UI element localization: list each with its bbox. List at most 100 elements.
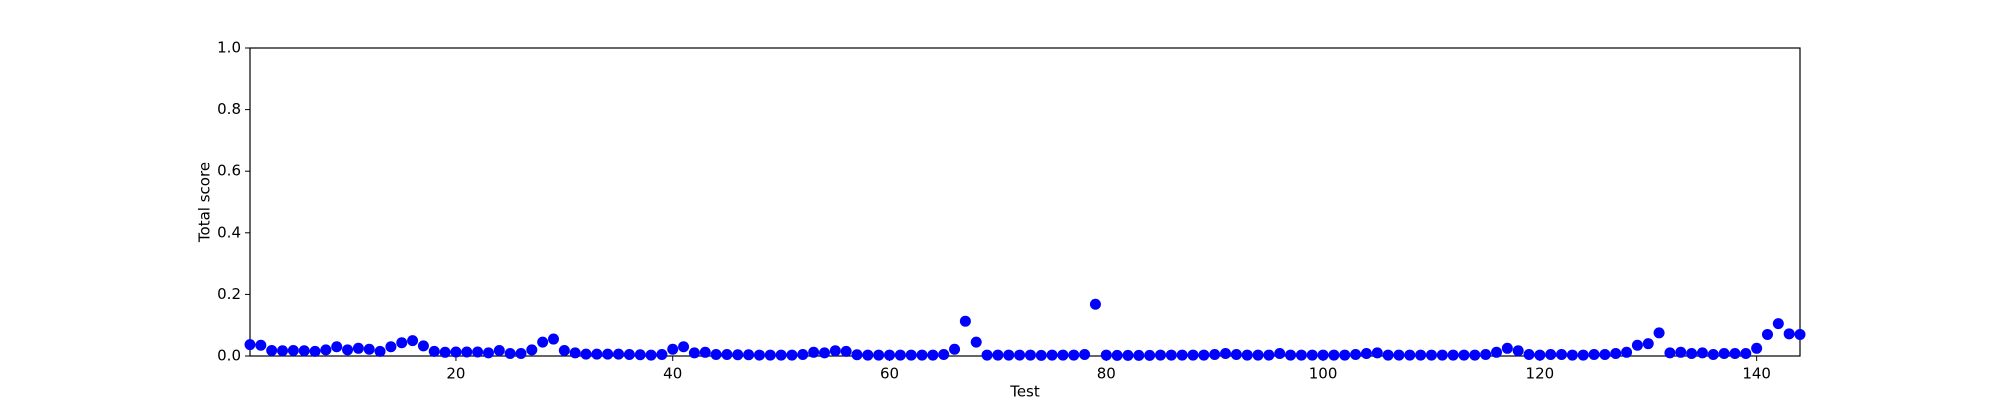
data-point: [1469, 349, 1481, 361]
data-point: [840, 345, 852, 357]
data-point: [1035, 349, 1047, 361]
data-point: [472, 346, 484, 358]
data-point: [775, 349, 787, 361]
data-point: [1480, 348, 1492, 360]
x-tick-label: 40: [663, 365, 682, 383]
data-point: [1458, 349, 1470, 361]
x-tick-label: 140: [1742, 365, 1771, 383]
x-tick-label: 100: [1309, 365, 1338, 383]
data-point: [1014, 349, 1026, 361]
data-point: [1198, 349, 1210, 361]
y-tick-label: 0.0: [217, 347, 241, 365]
data-point: [1631, 339, 1643, 351]
data-point: [1577, 349, 1589, 361]
data-point: [1252, 349, 1264, 361]
data-point: [309, 345, 321, 357]
data-point: [764, 349, 776, 361]
data-point: [1360, 348, 1372, 360]
data-point: [547, 333, 559, 345]
data-point: [1491, 346, 1503, 358]
data-point: [678, 341, 690, 353]
data-point: [1425, 349, 1437, 361]
x-tick-label: 20: [446, 365, 465, 383]
data-point: [515, 348, 527, 360]
data-point: [569, 347, 581, 359]
data-point: [1382, 349, 1394, 361]
data-point: [1274, 348, 1286, 360]
y-tick-label: 0.2: [217, 285, 241, 303]
data-point: [1642, 338, 1654, 350]
data-point: [1415, 349, 1427, 361]
data-point: [580, 348, 592, 360]
data-point: [1501, 342, 1513, 354]
data-point: [1339, 349, 1351, 361]
data-point: [396, 337, 408, 349]
data-point: [1122, 349, 1134, 361]
data-point: [938, 348, 950, 360]
data-point: [1111, 349, 1123, 361]
data-point: [721, 348, 733, 360]
data-point: [1350, 348, 1362, 360]
data-point: [1534, 349, 1546, 361]
data-point: [1653, 327, 1665, 339]
plot-frame: [249, 47, 1801, 357]
data-point: [699, 346, 711, 358]
y-tick-label: 0.8: [217, 100, 241, 118]
data-point: [1761, 328, 1773, 340]
data-point: [1328, 349, 1340, 361]
data-point: [1176, 349, 1188, 361]
data-point: [1794, 328, 1806, 340]
data-point: [873, 349, 885, 361]
data-point: [1729, 348, 1741, 360]
data-point: [851, 349, 863, 361]
data-point: [613, 348, 625, 360]
data-point: [450, 346, 462, 358]
data-point: [1751, 342, 1763, 354]
data-point: [1447, 349, 1459, 361]
data-point: [1024, 349, 1036, 361]
x-tick-label: 120: [1526, 365, 1555, 383]
data-point: [1588, 348, 1600, 360]
data-point: [1057, 349, 1069, 361]
y-tick-label: 1.0: [217, 39, 241, 57]
data-point: [981, 349, 993, 361]
data-point: [1393, 349, 1405, 361]
data-point: [623, 348, 635, 360]
data-point: [732, 349, 744, 361]
data-point: [1306, 349, 1318, 361]
data-point: [1740, 348, 1752, 360]
y-tick-label: 0.6: [217, 162, 241, 180]
data-point: [667, 343, 679, 355]
data-point: [645, 349, 657, 361]
data-point: [797, 348, 809, 360]
data-point: [959, 315, 971, 327]
data-point: [385, 341, 397, 353]
data-point: [1718, 348, 1730, 360]
data-point: [1144, 349, 1156, 361]
data-point: [1599, 348, 1611, 360]
y-axis-label: Total score: [196, 162, 214, 243]
data-point: [916, 349, 928, 361]
data-point: [602, 348, 614, 360]
data-point: [818, 347, 830, 359]
data-point: [374, 345, 386, 357]
data-point: [1436, 349, 1448, 361]
data-point: [884, 349, 896, 361]
data-point: [1545, 348, 1557, 360]
data-point: [1230, 348, 1242, 360]
data-point: [482, 347, 494, 359]
data-point: [363, 343, 375, 355]
x-tick-label: 60: [880, 365, 899, 383]
data-point: [1686, 348, 1698, 360]
x-tick-label: 80: [1097, 365, 1116, 383]
data-point: [1707, 348, 1719, 360]
data-point: [331, 341, 343, 353]
data-point: [1220, 348, 1232, 360]
data-point: [1133, 349, 1145, 361]
data-point: [526, 344, 538, 356]
x-axis-label: Test: [1009, 383, 1040, 400]
data-point: [1263, 349, 1275, 361]
data-point: [352, 342, 364, 354]
